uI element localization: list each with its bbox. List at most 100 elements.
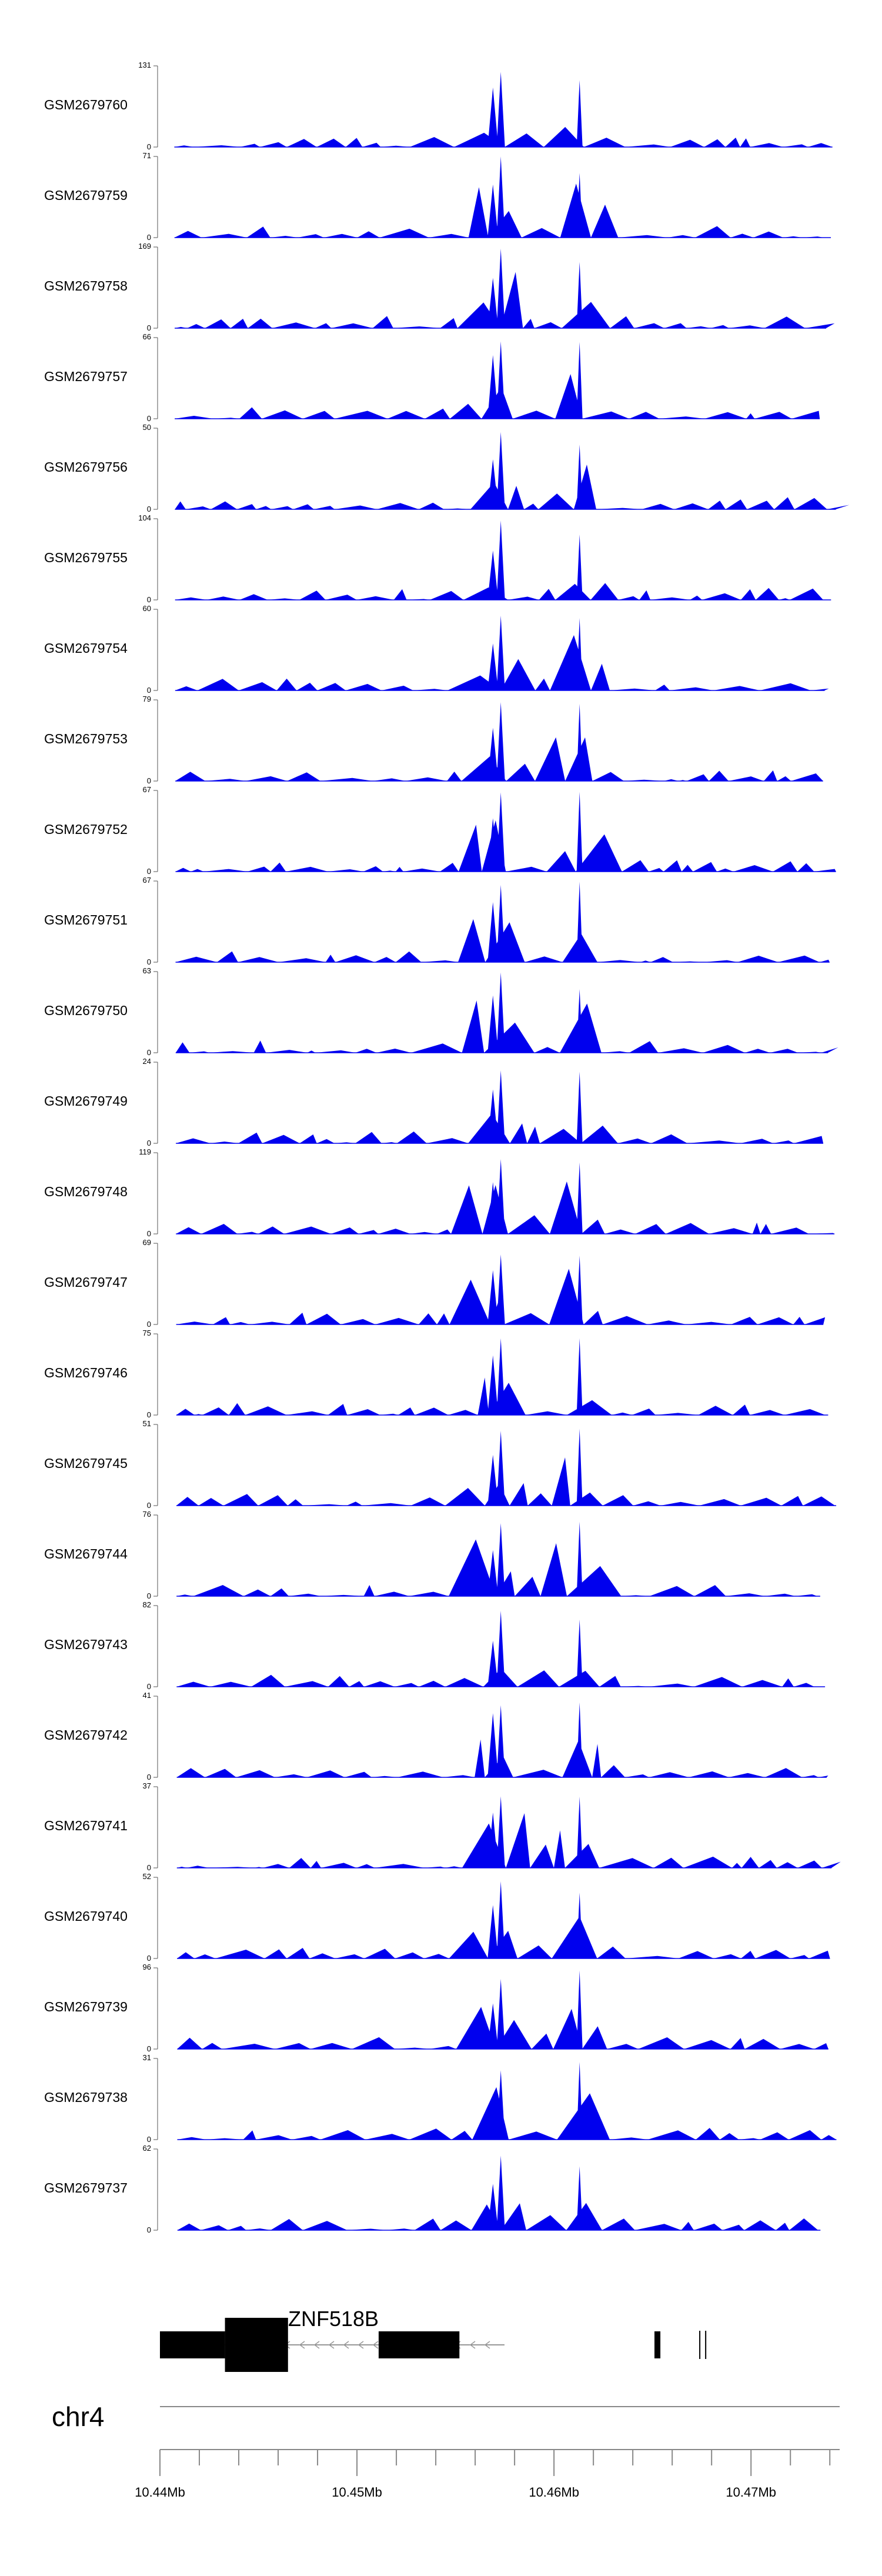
coverage-area	[176, 1429, 836, 1506]
track-ymax-label: 96	[143, 1963, 151, 1971]
track-ymax-label: 63	[143, 966, 151, 975]
axis-tick-label: 10.46Mb	[529, 2485, 579, 2500]
track-gsm2679751: GSM2679751 67 0	[44, 876, 830, 966]
track-gsm2679746: GSM2679746 75 0	[44, 1329, 828, 1419]
coverage-area	[177, 1970, 828, 2049]
track-ymax-label: 60	[143, 604, 151, 613]
coverage-area	[175, 341, 820, 419]
track-label: GSM2679753	[44, 731, 128, 746]
coverage-area	[175, 882, 830, 962]
track-ymin-label: 0	[147, 1320, 151, 1329]
track-ymin-label: 0	[147, 776, 151, 785]
track-label: GSM2679760	[44, 97, 128, 112]
track-ymin-label: 0	[147, 1591, 151, 1600]
track-ymax-label: 82	[143, 1600, 151, 1609]
gene-track: ZNF518B	[160, 2307, 707, 2372]
coverage-area	[176, 1338, 826, 1415]
track-gsm2679753: GSM2679753 79 0	[44, 695, 823, 785]
track-gsm2679739: GSM2679739 96 0	[44, 1963, 828, 2053]
track-ymin-label: 0	[147, 595, 151, 604]
track-ymax-label: 37	[143, 1781, 151, 1790]
track-ymax-label: 62	[143, 2144, 151, 2153]
cds-block	[225, 2318, 288, 2372]
track-ymax-label: 75	[143, 1329, 151, 1337]
track-label: GSM2679739	[44, 1999, 128, 2014]
track-ymax-label: 51	[143, 1419, 151, 1428]
track-ymin-label: 0	[147, 2044, 151, 2053]
track-ymin-label: 0	[147, 2135, 151, 2144]
track-gsm2679758: GSM2679758 169 0	[44, 242, 835, 332]
track-label: GSM2679749	[44, 1093, 128, 1109]
track-ymin-label: 0	[147, 323, 151, 332]
track-label: GSM2679759	[44, 188, 128, 203]
track-ymax-label: 119	[139, 1147, 151, 1156]
genome-axis: chr4 10.44Mb 10.45Mb 10.46Mb 10.47Mb	[52, 2401, 840, 2500]
track-ymax-label: 79	[143, 695, 151, 703]
track-ymin-label: 0	[147, 2225, 151, 2234]
track-gsm2679747: GSM2679747 69 0	[44, 1238, 826, 1329]
coverage-area	[177, 1881, 830, 1958]
axis-tick-label: 10.47Mb	[726, 2485, 776, 2500]
track-gsm2679745: GSM2679745 51 0	[44, 1419, 837, 1510]
track-label: GSM2679756	[44, 459, 128, 475]
utr-block	[654, 2331, 661, 2358]
track-label: GSM2679751	[44, 912, 128, 927]
track-ymin-label: 0	[147, 1139, 151, 1147]
track-gsm2679754: GSM2679754 60 0	[44, 604, 829, 695]
track-ymin-label: 0	[147, 1863, 151, 1872]
track-ymin-label: 0	[147, 414, 151, 423]
strand-arrow	[328, 2341, 335, 2349]
coverage-area	[174, 156, 824, 238]
track-label: GSM2679752	[44, 822, 128, 837]
track-label: GSM2679742	[44, 1727, 128, 1743]
coverage-tracks: GSM2679760 131 0 GSM2679759 71 0 GSM2679758 169…	[44, 61, 850, 2234]
axis-ticks: 10.44Mb 10.45Mb 10.46Mb 10.47Mb	[135, 2450, 831, 2500]
coverage-area	[176, 1610, 814, 1687]
coverage-area	[177, 2062, 837, 2140]
coverage-area	[174, 72, 833, 147]
track-ymax-label: 104	[138, 513, 151, 522]
strand-arrow	[343, 2341, 349, 2349]
track-ymin-label: 0	[147, 1773, 151, 1781]
coverage-area	[176, 1070, 824, 1143]
strand-arrow	[358, 2341, 364, 2349]
gene-exon-blocks	[160, 2318, 707, 2372]
track-ymin-label: 0	[147, 957, 151, 966]
track-ymax-label: 50	[143, 423, 151, 432]
track-label: GSM2679754	[44, 640, 128, 656]
strand-arrow	[313, 2341, 320, 2349]
track-label: GSM2679740	[44, 1908, 128, 1924]
track-label: GSM2679745	[44, 1456, 128, 1471]
track-gsm2679743: GSM2679743 82 0	[44, 1600, 826, 1691]
utr-block	[160, 2331, 225, 2358]
track-gsm2679742: GSM2679742 41 0	[44, 1691, 828, 1781]
strand-arrow	[299, 2341, 305, 2349]
track-label: GSM2679750	[44, 1003, 128, 1018]
track-gsm2679760: GSM2679760 131 0	[44, 61, 833, 151]
track-gsm2679755: GSM2679755 104 0	[44, 513, 831, 604]
track-label: GSM2679738	[44, 2090, 128, 2105]
track-gsm2679744: GSM2679744 76 0	[44, 1510, 820, 1600]
track-gsm2679750: GSM2679750 63 0	[44, 966, 838, 1057]
coverage-area	[175, 615, 829, 690]
track-ymin-label: 0	[147, 1229, 151, 1238]
track-ymax-label: 76	[143, 1510, 151, 1519]
track-label: GSM2679746	[44, 1365, 128, 1380]
track-ymax-label: 131	[138, 61, 151, 69]
coverage-area	[175, 432, 850, 509]
strand-arrow	[484, 2341, 490, 2349]
gene-label-znf518b: ZNF518B	[288, 2307, 379, 2331]
track-ymax-label: 71	[143, 151, 151, 160]
track-ymin-label: 0	[147, 233, 151, 242]
track-label: GSM2679737	[44, 2180, 128, 2195]
coverage-area	[176, 1796, 841, 1868]
track-gsm2679759: GSM2679759 71 0	[44, 151, 831, 242]
coverage-area	[175, 972, 838, 1053]
coverage-area	[177, 2155, 818, 2230]
track-ymax-label: 169	[138, 242, 151, 251]
coverage-area	[176, 1254, 826, 1324]
track-ymax-label: 24	[143, 1057, 151, 1066]
track-label: GSM2679758	[44, 278, 128, 293]
track-label: GSM2679748	[44, 1184, 128, 1199]
